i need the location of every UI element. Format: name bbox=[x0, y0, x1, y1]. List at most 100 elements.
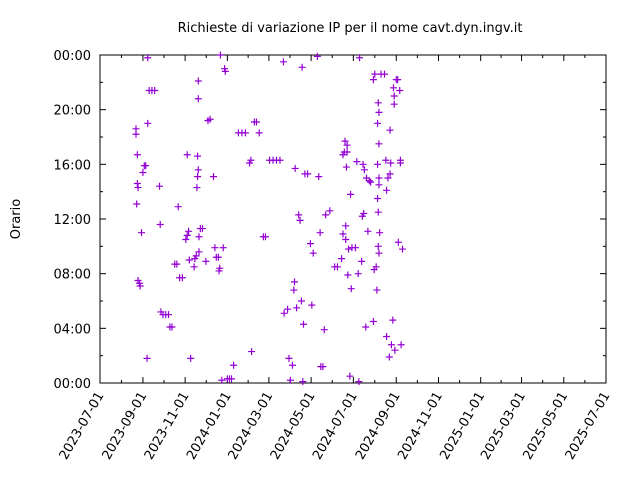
data-point bbox=[396, 156, 404, 164]
data-point bbox=[156, 220, 164, 228]
data-point bbox=[374, 242, 382, 250]
y-tick-label: 08:00 bbox=[54, 268, 91, 283]
data-point bbox=[372, 263, 380, 271]
data-point bbox=[309, 249, 317, 257]
data-point bbox=[182, 236, 190, 243]
data-point bbox=[190, 263, 198, 271]
data-point bbox=[375, 181, 383, 189]
y-axis-label: Orario bbox=[9, 199, 24, 240]
y-tick-label: 12:00 bbox=[54, 213, 91, 228]
data-point bbox=[194, 173, 202, 181]
data-point bbox=[383, 186, 391, 194]
data-point bbox=[133, 151, 141, 159]
data-point bbox=[367, 178, 375, 186]
data-point bbox=[290, 286, 298, 294]
data-point bbox=[211, 244, 219, 252]
data-point bbox=[138, 229, 146, 237]
data-point bbox=[295, 211, 303, 219]
data-point bbox=[136, 282, 144, 290]
data-point bbox=[382, 156, 390, 164]
data-point bbox=[374, 119, 382, 127]
data-point bbox=[255, 129, 263, 137]
data-point bbox=[359, 160, 367, 168]
data-point bbox=[194, 95, 202, 103]
data-point bbox=[183, 151, 191, 159]
data-point bbox=[398, 245, 406, 253]
data-point bbox=[374, 208, 382, 216]
data-point bbox=[385, 353, 393, 361]
data-point bbox=[369, 318, 377, 325]
data-point bbox=[195, 233, 203, 241]
data-points bbox=[132, 51, 406, 386]
data-point bbox=[345, 245, 353, 253]
data-point bbox=[316, 229, 324, 237]
data-point bbox=[291, 278, 299, 286]
data-point bbox=[218, 376, 226, 384]
data-point bbox=[288, 361, 296, 369]
y-tick-label: 00:00 bbox=[54, 377, 91, 392]
y-tick-label: 20:00 bbox=[54, 104, 91, 119]
data-point bbox=[380, 70, 388, 78]
data-point bbox=[298, 63, 306, 71]
data-point bbox=[347, 190, 355, 198]
data-point bbox=[174, 203, 182, 211]
x-tick-label: 2024-07-01 bbox=[310, 390, 361, 463]
data-point bbox=[248, 348, 256, 356]
y-axis: 00:00 04:00 08:00 12:00 16:00 20:00 00:00 bbox=[54, 49, 606, 392]
data-point bbox=[360, 210, 368, 218]
data-point bbox=[143, 354, 151, 362]
data-point bbox=[280, 309, 288, 317]
data-point bbox=[192, 252, 200, 260]
data-point bbox=[343, 141, 351, 149]
data-point bbox=[183, 231, 191, 239]
data-point bbox=[216, 51, 224, 59]
data-point bbox=[397, 341, 405, 349]
data-point bbox=[134, 184, 142, 192]
data-point bbox=[394, 76, 402, 84]
data-point bbox=[343, 148, 351, 156]
data-point bbox=[297, 297, 305, 305]
data-point bbox=[293, 304, 301, 312]
data-point bbox=[353, 158, 361, 166]
data-point bbox=[326, 207, 334, 215]
data-point bbox=[375, 140, 383, 148]
data-point bbox=[362, 323, 370, 331]
data-point bbox=[373, 286, 381, 294]
data-point bbox=[375, 174, 383, 182]
data-point bbox=[342, 222, 350, 230]
data-point bbox=[386, 170, 394, 178]
data-point bbox=[144, 54, 152, 62]
data-point bbox=[391, 346, 399, 354]
data-point bbox=[133, 200, 141, 208]
data-point bbox=[219, 244, 227, 252]
data-point bbox=[375, 249, 383, 257]
data-point bbox=[194, 77, 202, 85]
data-point bbox=[304, 170, 312, 178]
data-point bbox=[133, 179, 141, 187]
data-point bbox=[351, 244, 359, 252]
data-point bbox=[151, 87, 159, 95]
data-point bbox=[185, 227, 193, 235]
data-point bbox=[384, 174, 392, 182]
data-point bbox=[389, 316, 397, 324]
data-point bbox=[214, 253, 222, 261]
data-point bbox=[390, 92, 398, 100]
data-point bbox=[194, 166, 202, 174]
x-tick-label: 2023-07-01 bbox=[57, 390, 108, 463]
data-point bbox=[322, 211, 330, 219]
data-point bbox=[308, 301, 316, 309]
data-point bbox=[228, 375, 236, 383]
data-point bbox=[394, 238, 402, 246]
data-point bbox=[355, 378, 363, 386]
data-point bbox=[387, 341, 395, 349]
data-point bbox=[354, 270, 362, 278]
data-point bbox=[261, 233, 269, 241]
data-point bbox=[296, 216, 304, 224]
data-point bbox=[221, 67, 229, 75]
data-point bbox=[375, 108, 383, 116]
data-point bbox=[247, 156, 255, 164]
data-point bbox=[374, 99, 382, 107]
y-tick-label: 00:00 bbox=[54, 49, 91, 64]
x-tick-label: 2025-07-01 bbox=[563, 390, 614, 463]
